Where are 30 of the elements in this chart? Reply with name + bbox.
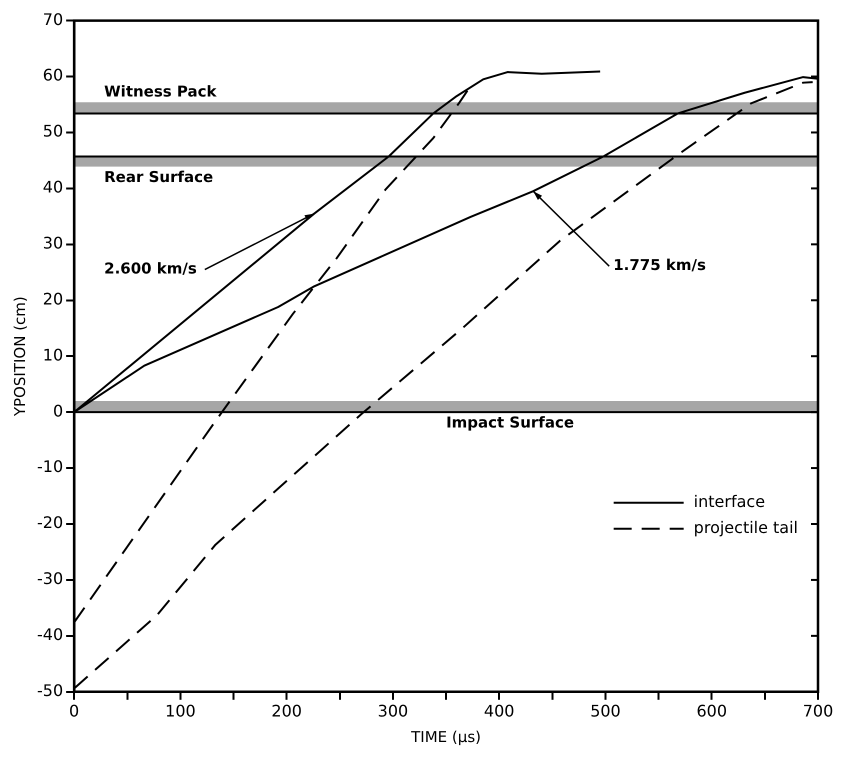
y-tick-label: 50	[42, 122, 64, 141]
y-axis-title: YPOSITION (cm)	[10, 296, 29, 418]
legend-label: projectile tail	[694, 518, 798, 537]
x-tick-label: 300	[378, 702, 408, 721]
x-tick-label: 200	[271, 702, 302, 721]
y-tick-label: 70	[42, 10, 64, 29]
y-tick-label: -30	[36, 569, 64, 588]
y-tick-label: 20	[42, 289, 64, 308]
annotation: 1.775 km/s	[613, 256, 706, 274]
x-tick-label: 500	[590, 702, 621, 721]
y-tick-label: -40	[36, 625, 64, 644]
y-tick-label: 40	[42, 178, 64, 197]
x-tick-label: 100	[165, 702, 196, 721]
y-tick-label: 0	[52, 401, 64, 420]
y-tick-label: -10	[36, 457, 64, 476]
y-tick-label: -20	[36, 513, 64, 532]
x-tick-label: 0	[69, 702, 80, 721]
x-tick-label: 400	[484, 702, 514, 721]
legend-label: interface	[694, 492, 766, 511]
x-axis-title: TIME (μs)	[410, 728, 481, 746]
annotation: 2.600 km/s	[104, 259, 197, 278]
band-label: Rear Surface	[104, 168, 214, 186]
band-label: Witness Pack	[104, 82, 218, 101]
y-tick-label: 10	[42, 345, 64, 364]
x-tick-label: 700	[802, 702, 834, 721]
y-tick-label: -50	[36, 680, 64, 700]
x-tick-label: 600	[696, 702, 728, 721]
y-tick-label: 30	[42, 233, 64, 252]
y-tick-label: 60	[42, 66, 64, 85]
band-label: Impact Surface	[446, 414, 574, 432]
